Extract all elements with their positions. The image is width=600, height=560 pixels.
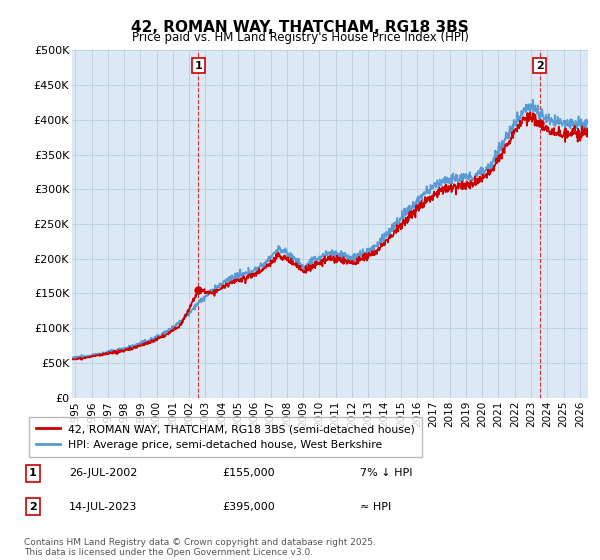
Text: 14-JUL-2023: 14-JUL-2023 [69,502,137,512]
Text: ≈ HPI: ≈ HPI [360,502,391,512]
Text: 1: 1 [194,60,202,71]
Text: 2: 2 [29,502,37,512]
Legend: 42, ROMAN WAY, THATCHAM, RG18 3BS (semi-detached house), HPI: Average price, sem: 42, ROMAN WAY, THATCHAM, RG18 3BS (semi-… [29,417,422,456]
Text: £155,000: £155,000 [222,468,275,478]
Text: 1: 1 [29,468,37,478]
Text: 42, ROMAN WAY, THATCHAM, RG18 3BS: 42, ROMAN WAY, THATCHAM, RG18 3BS [131,20,469,35]
Text: £395,000: £395,000 [222,502,275,512]
Text: Contains HM Land Registry data © Crown copyright and database right 2025.
This d: Contains HM Land Registry data © Crown c… [24,538,376,557]
Text: 7% ↓ HPI: 7% ↓ HPI [360,468,413,478]
Text: Price paid vs. HM Land Registry's House Price Index (HPI): Price paid vs. HM Land Registry's House … [131,31,469,44]
Text: 26-JUL-2002: 26-JUL-2002 [69,468,137,478]
Text: 2: 2 [536,60,544,71]
